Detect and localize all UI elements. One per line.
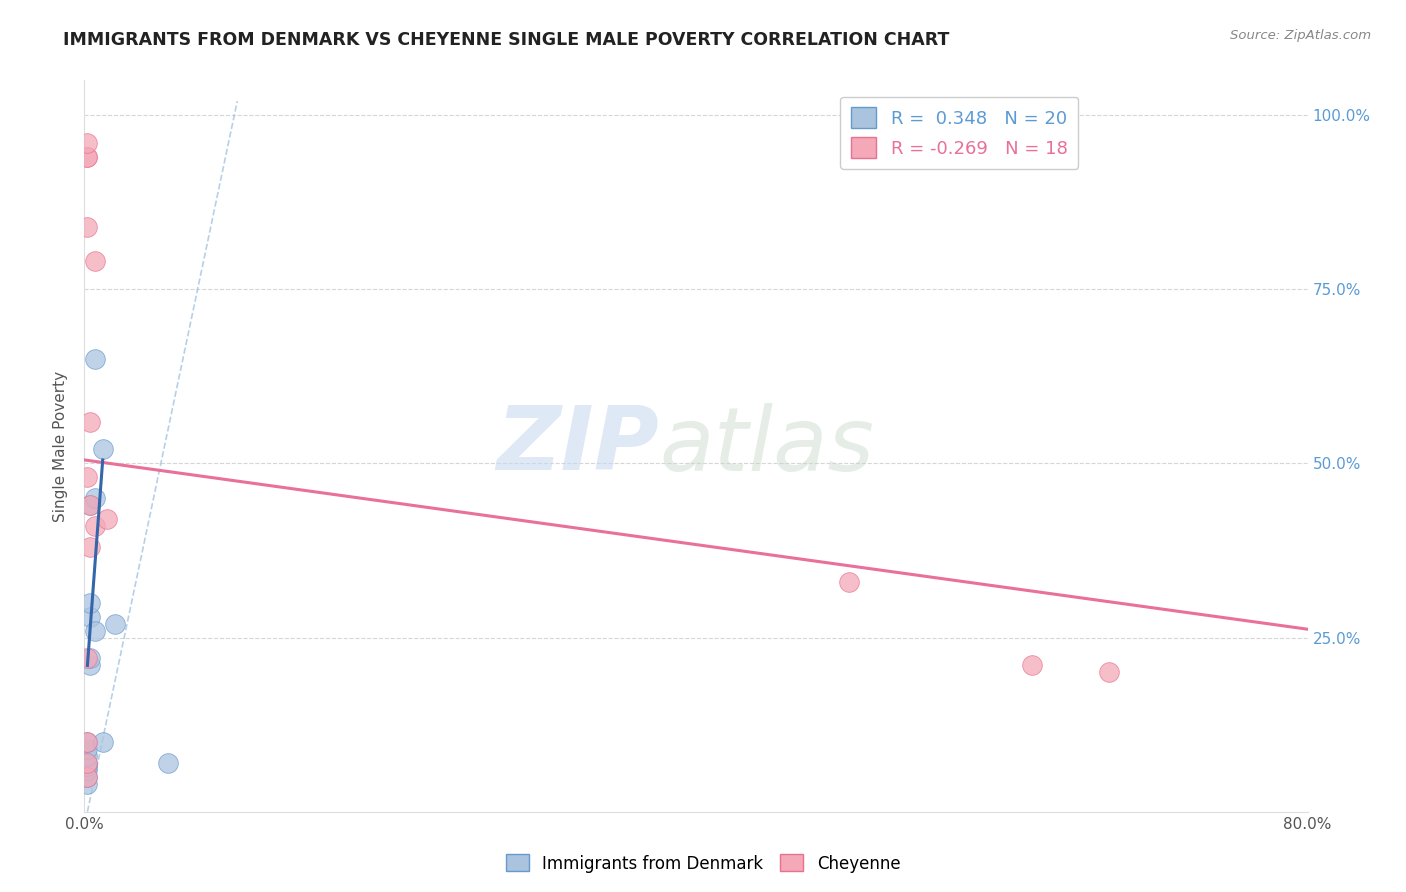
Point xyxy=(76,136,98,150)
Point xyxy=(79,596,101,610)
Point xyxy=(76,219,98,234)
Point xyxy=(76,756,98,770)
Point xyxy=(76,742,98,756)
Point xyxy=(76,759,98,773)
Point xyxy=(79,609,101,624)
Point xyxy=(79,540,101,554)
Point xyxy=(79,498,101,512)
Y-axis label: Single Male Poverty: Single Male Poverty xyxy=(53,370,69,522)
Point xyxy=(1021,658,1043,673)
Point xyxy=(84,351,107,366)
Point xyxy=(84,519,107,533)
Point xyxy=(104,616,127,631)
Point xyxy=(157,756,180,770)
Point xyxy=(76,470,98,484)
Point xyxy=(79,658,101,673)
Point xyxy=(76,777,98,791)
Point xyxy=(76,770,98,784)
Legend: R =  0.348   N = 20, R = -0.269   N = 18: R = 0.348 N = 20, R = -0.269 N = 18 xyxy=(841,96,1078,169)
Point xyxy=(76,749,98,764)
Text: ZIP: ZIP xyxy=(496,402,659,490)
Point xyxy=(76,735,98,749)
Point xyxy=(76,150,98,164)
Text: atlas: atlas xyxy=(659,403,875,489)
Point xyxy=(84,624,107,638)
Point xyxy=(91,735,114,749)
Point xyxy=(84,491,107,506)
Legend: Immigrants from Denmark, Cheyenne: Immigrants from Denmark, Cheyenne xyxy=(499,847,907,880)
Point xyxy=(79,415,101,429)
Text: IMMIGRANTS FROM DENMARK VS CHEYENNE SINGLE MALE POVERTY CORRELATION CHART: IMMIGRANTS FROM DENMARK VS CHEYENNE SING… xyxy=(63,31,949,49)
Point xyxy=(84,254,107,268)
Point xyxy=(79,498,101,512)
Point xyxy=(1098,665,1121,680)
Point xyxy=(76,651,98,665)
Point xyxy=(76,735,98,749)
Point xyxy=(76,770,98,784)
Point xyxy=(96,512,118,526)
Point xyxy=(79,651,101,665)
Point xyxy=(91,442,114,457)
Point xyxy=(838,574,860,589)
Point xyxy=(76,763,98,777)
Point xyxy=(76,756,98,770)
Text: Source: ZipAtlas.com: Source: ZipAtlas.com xyxy=(1230,29,1371,42)
Point xyxy=(76,150,98,164)
